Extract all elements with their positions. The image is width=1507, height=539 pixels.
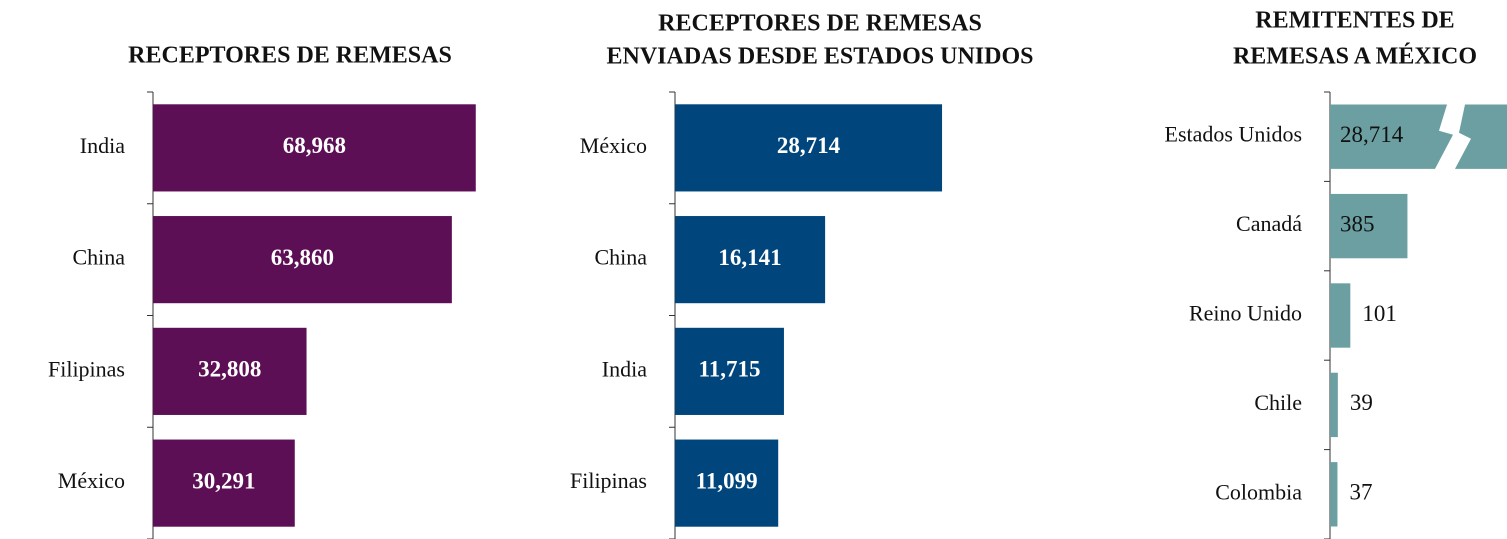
bar-break-piece	[1455, 104, 1507, 169]
y-tick-label: China	[594, 245, 647, 270]
bar	[153, 104, 476, 192]
data-label: 32,808	[198, 357, 261, 382]
data-label: 39	[1350, 390, 1373, 415]
bar	[1330, 462, 1338, 527]
bar	[153, 439, 295, 527]
y-tick-label: México	[58, 468, 125, 493]
y-tick-label: Chile	[1254, 390, 1302, 415]
chart-title: REMITENTES DE	[1255, 8, 1454, 34]
chart-title: RECEPTORES DE REMESAS	[128, 43, 452, 69]
data-label: 385	[1340, 211, 1375, 236]
data-label: 63,860	[271, 245, 334, 270]
bar	[1330, 104, 1453, 169]
data-label: 101	[1362, 301, 1397, 326]
y-tick-label: India	[80, 133, 125, 158]
data-label: 68,968	[283, 133, 346, 158]
bar	[153, 216, 452, 304]
data-label: 16,141	[718, 245, 781, 270]
y-tick-label: India	[602, 356, 647, 381]
y-tick-label: Colombia	[1215, 479, 1302, 504]
data-label: 28,714	[1340, 122, 1404, 147]
bar	[1330, 372, 1338, 438]
y-tick-label: Canadá	[1236, 211, 1302, 236]
y-tick-label: China	[72, 245, 125, 270]
bar	[675, 327, 784, 415]
y-tick-label: Filipinas	[48, 356, 125, 381]
bar	[1330, 283, 1351, 348]
bar	[153, 327, 307, 415]
bar	[1330, 193, 1408, 259]
y-tick-label: Reino Unido	[1189, 301, 1302, 326]
bar	[675, 216, 826, 304]
y-tick-label: Estados Unidos	[1165, 122, 1303, 147]
data-label: 30,291	[192, 468, 255, 493]
chart-title: REMESAS A MÉXICO	[1233, 44, 1477, 70]
data-label: 28,714	[777, 133, 841, 158]
data-label: 11,715	[698, 357, 760, 382]
bar	[675, 439, 779, 527]
chart-title: RECEPTORES DE REMESAS	[658, 11, 982, 37]
chart-title: ENVIADAS DESDE ESTADOS UNIDOS	[607, 44, 1034, 70]
y-tick-label: México	[580, 133, 647, 158]
data-label: 11,099	[696, 468, 758, 493]
data-label: 37	[1349, 480, 1372, 505]
bar	[675, 104, 943, 192]
y-tick-label: Filipinas	[570, 468, 647, 493]
